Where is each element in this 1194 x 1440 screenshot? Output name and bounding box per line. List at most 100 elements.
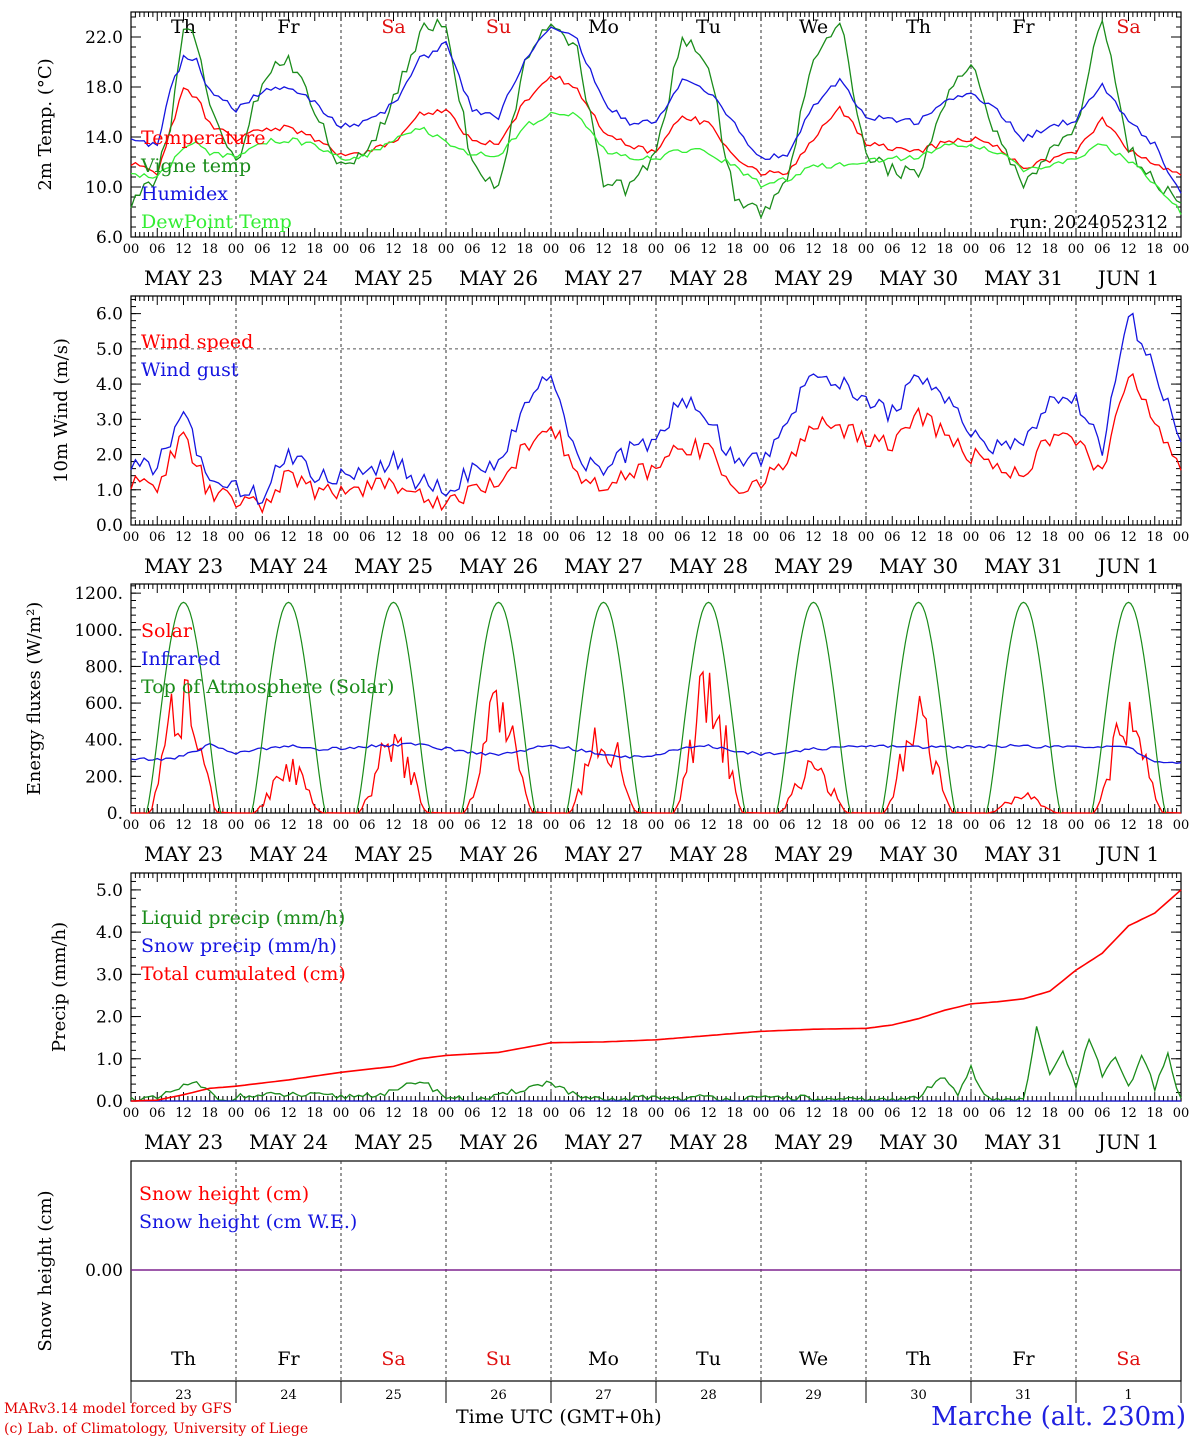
y-tick-label: 4.0 [96,923,123,943]
run-label: run: 2024052312 [1010,212,1168,233]
date-label: MAY 31 [984,842,1063,866]
hour-tick-label: 12 [385,530,402,545]
hour-tick-label: 12 [700,1106,717,1121]
hour-tick-label: 12 [280,1106,297,1121]
hour-tick-label: 12 [490,242,507,257]
hour-tick-label: 12 [1015,818,1032,833]
hour-tick-label: 06 [1094,1106,1111,1121]
hour-tick-label: 12 [910,530,927,545]
hour-tick-label: 12 [910,818,927,833]
date-label: MAY 28 [669,266,748,290]
series-vigne-temp [130,18,1182,220]
series-dewpoint-temp [130,111,1182,215]
hour-tick-label: 06 [884,1106,901,1121]
hour-tick-label: 00 [858,530,875,545]
hour-tick-label: 12 [1015,242,1032,257]
y-tick-label: 0. [107,804,123,824]
hour-tick-label: 12 [595,242,612,257]
date-label: MAY 30 [879,554,958,578]
hour-tick-label: 12 [175,818,192,833]
hour-tick-label: 18 [516,530,533,545]
day-number-label: 27 [595,1388,612,1403]
hour-tick-label: 12 [490,1106,507,1121]
hour-tick-label: 00 [753,1106,770,1121]
hour-tick-label: 06 [464,530,481,545]
day-name-label: Mo [588,1348,619,1370]
date-label: MAY 28 [669,1130,748,1154]
hour-tick-label: 18 [936,530,953,545]
y-tick-label: 1.0 [96,481,123,501]
date-label: MAY 24 [249,842,328,866]
hour-tick-label: 06 [149,530,166,545]
date-label: MAY 26 [459,554,538,578]
date-label: MAY 30 [879,1130,958,1154]
series-liquid-precip-mm-h [130,1026,1182,1102]
hour-tick-label: 00 [1068,242,1085,257]
y-tick-label: 6.0 [96,228,123,248]
hour-tick-label: 12 [595,1106,612,1121]
hour-tick-label: 12 [595,530,612,545]
series-top-of-atmosphere-solar [565,601,642,814]
legend-snow-precip-mm-h: Snow precip (mm/h) [141,935,337,957]
date-label: MAY 27 [564,266,643,290]
hour-tick-label: 06 [1094,818,1111,833]
legend-solar: Solar [141,620,193,642]
day-name-label: Th [906,16,931,38]
hour-tick-label: 12 [490,530,507,545]
hour-tick-label: 12 [805,530,822,545]
hour-tick-label: 18 [1041,242,1058,257]
station-label: Marche (alt. 230m) [931,1402,1186,1432]
day-name-label: Th [906,1348,931,1370]
hour-tick-label: 18 [936,1106,953,1121]
y-tick-label: 6.0 [96,305,123,325]
date-label: MAY 23 [144,1130,223,1154]
hour-tick-label: 06 [1094,530,1111,545]
series-solar [866,695,972,814]
y-tick-label: 0.0 [96,516,123,536]
hour-tick-label: 00 [123,818,140,833]
series-top-of-atmosphere-solar [880,601,957,814]
date-label: MAY 30 [879,266,958,290]
hour-tick-label: 06 [464,1106,481,1121]
hour-tick-label: 00 [543,242,560,257]
date-label: MAY 29 [774,842,853,866]
day-number-label: 28 [700,1388,717,1403]
series-solar [341,733,447,814]
y-axis-label: Snow height (cm) [35,1190,56,1351]
day-name-label: We [799,16,828,38]
date-label: MAY 25 [354,554,433,578]
day-name-label: Th [171,1348,196,1370]
hour-tick-label: 12 [385,242,402,257]
date-label: MAY 31 [984,554,1063,578]
hour-tick-label: 18 [726,818,743,833]
hour-tick-label: 12 [490,818,507,833]
series-top-of-atmosphere-solar [985,601,1062,814]
hour-tick-label: 06 [884,242,901,257]
date-label: MAY 23 [144,266,223,290]
hour-tick-label: 12 [700,242,717,257]
day-name-label: Fr [1012,16,1035,38]
hour-tick-label: 00 [963,1106,980,1121]
date-label: MAY 25 [354,842,433,866]
legend-dewpoint-temp: DewPoint Temp [141,211,292,233]
hour-tick-label: 06 [359,530,376,545]
hour-tick-label: 12 [595,818,612,833]
hour-tick-label: 00 [543,818,560,833]
hour-tick-label: 12 [700,818,717,833]
date-label: JUN 1 [1096,1130,1159,1154]
hour-tick-label: 12 [910,242,927,257]
hour-tick-label: 00 [648,242,665,257]
hour-tick-label: 18 [621,818,638,833]
hour-tick-label: 06 [674,242,691,257]
hour-tick-label: 18 [831,1106,848,1121]
hour-tick-label: 00 [228,818,245,833]
date-label: MAY 27 [564,1130,643,1154]
hour-tick-label: 00 [648,530,665,545]
hour-tick-label: 06 [149,1106,166,1121]
series-solar [1076,701,1182,814]
hour-tick-label: 18 [1146,242,1163,257]
series-top-of-atmosphere-solar [145,601,222,814]
date-label: MAY 28 [669,842,748,866]
day-name-label: Tu [696,1348,721,1370]
hour-tick-label: 00 [753,530,770,545]
